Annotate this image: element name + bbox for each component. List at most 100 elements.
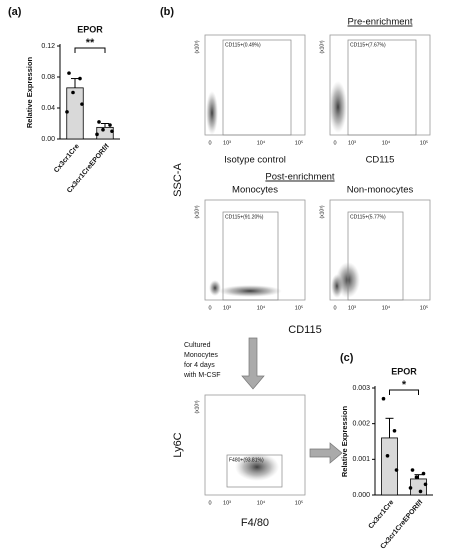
x-tick-label: 10³ (223, 500, 231, 506)
down-arrow (241, 337, 265, 390)
plot-caption: Monocytes (232, 185, 278, 196)
enrichment-label: Pre-enrichment (348, 17, 413, 28)
event-density (218, 285, 282, 297)
chart-title: EPOR (391, 366, 417, 376)
panel-label: (c) (340, 352, 354, 364)
y-axis-label: Relative Expression (25, 56, 34, 128)
x-tick-label: 10⁴ (382, 139, 391, 146)
y-tick-label: 0.08 (41, 74, 55, 81)
x-tick-label: Cx3cr1Cre (53, 143, 81, 174)
bar (96, 126, 114, 140)
x-tick-label: 10³ (348, 140, 356, 146)
culture-note: for 4 days (184, 362, 215, 369)
gate (222, 211, 279, 301)
y-axis-label: Relative Expression (340, 405, 349, 477)
data-point (423, 482, 428, 487)
data-point (65, 110, 69, 114)
y-tick-label: 0.04 (41, 105, 55, 112)
data-point (392, 429, 397, 433)
x-tick-label: 0 (208, 500, 211, 506)
x-tick-label: 10³ (223, 140, 231, 146)
gate (347, 211, 404, 301)
plot-caption: Non-monocytes (347, 185, 414, 196)
y-tick-label: 0.002 (352, 421, 370, 428)
x-tick-label: 10⁴ (257, 139, 266, 146)
y-axis-label: SSC-A (172, 163, 184, 197)
y-scale-label: (x10³) (319, 205, 325, 218)
x-tick-label: 10⁵ (295, 499, 303, 506)
data-point (67, 71, 71, 75)
y-tick-label: 0.001 (352, 456, 370, 463)
y-tick-label: 0.003 (352, 385, 370, 392)
data-point (385, 453, 390, 458)
y-scale-label: (x10³) (319, 40, 325, 53)
plot-frame (204, 34, 306, 136)
gate (226, 454, 283, 488)
x-tick-label: 0 (208, 140, 211, 146)
x-tick-label: 10³ (348, 305, 356, 311)
data-point (71, 90, 75, 95)
x-tick-label: 10⁵ (295, 304, 303, 311)
y-axis-label: Ly6C (172, 432, 184, 457)
y-tick-label: 0.000 (352, 492, 370, 499)
plot-frame (329, 34, 431, 136)
x-tick-label: 10⁴ (257, 499, 266, 506)
y-scale-label: (x10³) (194, 40, 200, 53)
data-point (97, 120, 101, 124)
y-scale-label: (x10³) (194, 400, 200, 413)
bar (381, 437, 398, 496)
plot-caption: Isotype control (224, 155, 286, 166)
x-tick-label: 10⁴ (257, 304, 266, 311)
data-point (101, 127, 105, 132)
y-scale-label: (x10³) (194, 205, 200, 218)
chart-title: EPOR (77, 24, 103, 34)
x-tick-label: 10³ (223, 305, 231, 311)
event-density (209, 280, 221, 296)
data-point (410, 468, 415, 472)
x-tick-label: 0 (333, 305, 336, 311)
x-tick-label: 10⁵ (420, 304, 428, 311)
right-arrow (309, 442, 343, 464)
panel-label: (b) (160, 6, 174, 18)
panel-label: (a) (8, 6, 22, 18)
gate (222, 39, 292, 136)
gate-label: CD115+(5.77%) (350, 214, 386, 220)
y-tick-label: 0.00 (41, 136, 55, 143)
data-point (381, 396, 386, 401)
x-tick-label: 0 (333, 140, 336, 146)
event-density (329, 81, 347, 133)
data-point (108, 123, 112, 127)
plot-frame (204, 199, 306, 301)
significance-bracket (389, 389, 419, 395)
x-tick-label: 10⁵ (295, 139, 303, 146)
data-point (394, 468, 399, 472)
data-point (80, 102, 84, 106)
data-point (78, 76, 82, 81)
culture-note: Monocytes (184, 352, 218, 359)
significance-label: ** (86, 37, 95, 49)
y-tick-label: 0.12 (41, 43, 55, 50)
bar (410, 478, 427, 496)
event-density (235, 453, 279, 481)
gate-label: CD115+(91.20%) (225, 214, 264, 220)
gate (347, 39, 417, 136)
significance-bracket (74, 47, 106, 53)
data-point (408, 486, 413, 490)
x-tick-label: 10⁵ (420, 139, 428, 146)
data-point (418, 489, 423, 494)
x-tick-label: 0 (208, 305, 211, 311)
plot-caption: CD115 (366, 155, 395, 166)
bar (66, 87, 84, 140)
data-point (110, 129, 114, 134)
data-point (95, 132, 99, 137)
culture-note: with M-CSF (183, 372, 221, 379)
significance-label: * (402, 379, 407, 391)
gate-label: CD115+(7.67%) (350, 42, 386, 48)
x-axis-label: CD115 (288, 324, 321, 336)
x-tick-label: 10⁴ (382, 304, 391, 311)
culture-note: Cultured (184, 342, 211, 349)
enrichment-label: Post-enrichment (265, 172, 335, 183)
gate-label: CD115+(0.49%) (225, 42, 261, 48)
x-axis-label: F4/80 (241, 517, 269, 529)
